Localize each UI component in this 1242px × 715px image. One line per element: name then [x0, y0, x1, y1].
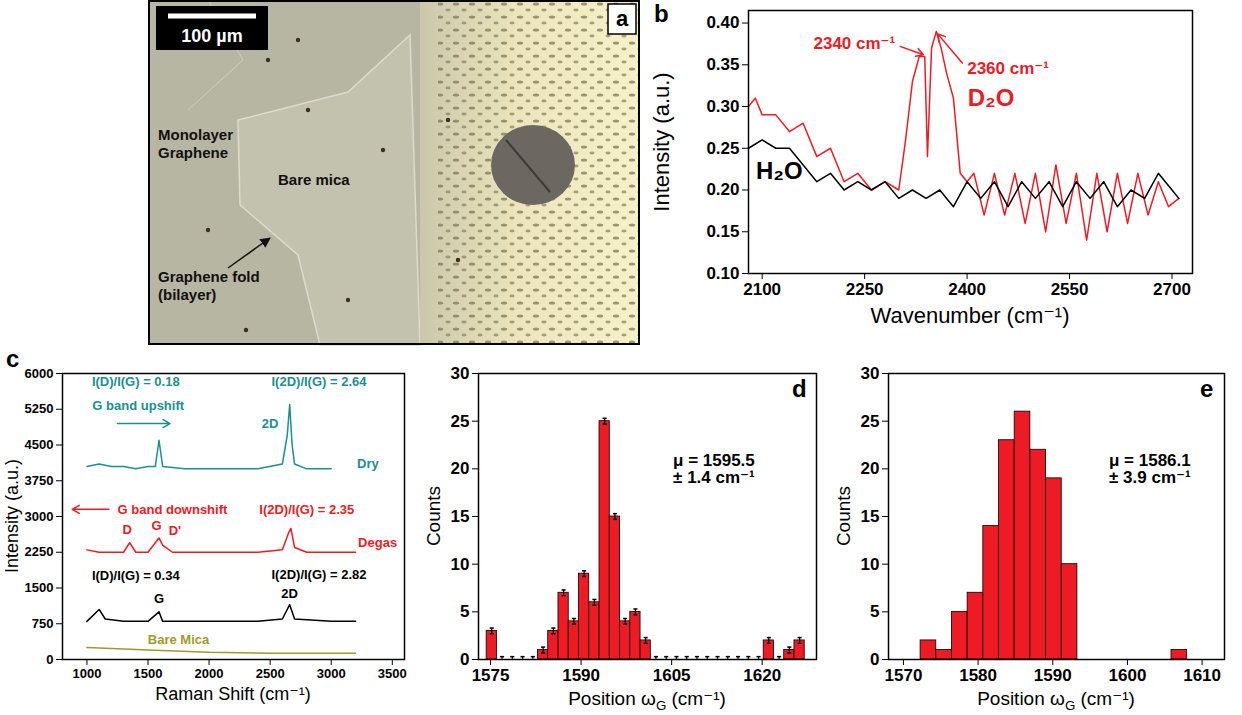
svg-text:0.20: 0.20 [706, 180, 739, 199]
svg-text:1590: 1590 [1034, 666, 1072, 685]
svg-text:15: 15 [861, 507, 880, 526]
svg-text:2340 cm⁻¹: 2340 cm⁻¹ [814, 34, 896, 53]
svg-text:I(2D)/I(G) = 2.82: I(2D)/I(G) = 2.82 [272, 567, 367, 582]
svg-text:0.25: 0.25 [706, 139, 739, 158]
svg-text:5: 5 [870, 602, 879, 621]
html-text:Intensity (a.u.): Intensity (a.u.) [649, 71, 674, 212]
svg-text:1590: 1590 [562, 666, 600, 685]
html-text:Counts: Counts [832, 485, 853, 547]
svg-text:0.10: 0.10 [706, 264, 739, 283]
svg-text:1600: 1600 [1109, 666, 1147, 685]
svg-text:I(D)/I(G) = 0.34: I(D)/I(G) = 0.34 [92, 568, 181, 583]
svg-text:4500: 4500 [25, 437, 54, 452]
svg-text:Dry: Dry [357, 456, 379, 471]
svg-text:5250: 5250 [25, 401, 54, 416]
svg-text:2D: 2D [281, 586, 298, 601]
html-text:b: b [654, 0, 669, 27]
svg-text:0.35: 0.35 [706, 55, 739, 74]
svg-text:2100: 2100 [743, 280, 781, 299]
svg-text:Bare mica: Bare mica [278, 171, 350, 188]
html-text:Intensity (a.u.): Intensity (a.u.) [2, 459, 22, 573]
svg-text:G: G [151, 518, 161, 533]
svg-text:Graphene: Graphene [158, 144, 228, 161]
svg-text:20: 20 [451, 459, 470, 478]
html-text:c: c [6, 345, 20, 372]
svg-text:750: 750 [32, 616, 54, 631]
svg-text:2250: 2250 [846, 280, 884, 299]
svg-text:1605: 1605 [653, 666, 691, 685]
svg-text:2360 cm⁻¹: 2360 cm⁻¹ [967, 59, 1049, 78]
svg-text:2000: 2000 [195, 666, 224, 681]
svg-text:15: 15 [451, 507, 470, 526]
svg-text:H₂O: H₂O [756, 157, 803, 184]
svg-text:0.15: 0.15 [706, 222, 739, 241]
svg-text:3500: 3500 [378, 666, 407, 681]
html-text:Raman Shift (cm⁻¹): Raman Shift (cm⁻¹) [155, 684, 311, 704]
svg-text:0: 0 [46, 652, 53, 667]
svg-text:2700: 2700 [1153, 280, 1191, 299]
svg-text:1580: 1580 [959, 666, 997, 685]
svg-text:G band upshift: G band upshift [92, 398, 184, 413]
html-text:Position ωG(cm⁻¹): Position ωG(cm⁻¹) [568, 688, 726, 713]
svg-text:2400: 2400 [948, 280, 986, 299]
svg-text:Bare Mica: Bare Mica [148, 632, 210, 647]
svg-text:D': D' [169, 523, 181, 538]
svg-text:0.30: 0.30 [706, 97, 739, 116]
svg-text:1500: 1500 [25, 580, 54, 595]
svg-text:30: 30 [861, 364, 880, 383]
svg-text:20: 20 [861, 459, 880, 478]
svg-text:0: 0 [460, 650, 469, 669]
html-text:Position ωG(cm⁻¹): Position ωG(cm⁻¹) [977, 688, 1135, 713]
svg-text:25: 25 [861, 412, 880, 431]
svg-text:Monolayer: Monolayer [158, 126, 233, 143]
svg-text:0: 0 [870, 650, 879, 669]
svg-text:25: 25 [451, 412, 470, 431]
svg-text:0.40: 0.40 [706, 13, 739, 32]
svg-text:I(2D)/I(G) = 2.64: I(2D)/I(G) = 2.64 [272, 374, 368, 389]
svg-text:2500: 2500 [256, 666, 285, 681]
svg-text:(bilayer): (bilayer) [158, 286, 216, 303]
svg-text:2D: 2D [262, 416, 279, 431]
svg-text:6000: 6000 [25, 366, 54, 381]
svg-text:D₂O: D₂O [968, 84, 1015, 111]
html-text:d: d [792, 375, 807, 402]
svg-text:10: 10 [861, 555, 880, 574]
svg-text:2550: 2550 [1051, 280, 1089, 299]
svg-text:30: 30 [451, 364, 470, 383]
svg-text:G: G [154, 591, 164, 606]
svg-text:1500: 1500 [134, 666, 163, 681]
svg-text:3000: 3000 [317, 666, 346, 681]
svg-text:100 µm: 100 µm [181, 26, 242, 46]
svg-text:10: 10 [451, 555, 470, 574]
svg-text:1620: 1620 [743, 666, 781, 685]
svg-text:1570: 1570 [885, 666, 923, 685]
svg-text:G band downshift: G band downshift [118, 502, 228, 517]
svg-text:3750: 3750 [25, 473, 54, 488]
svg-text:μ = 1586.1± 3.9 cm⁻¹: μ = 1586.1± 3.9 cm⁻¹ [1109, 451, 1191, 487]
svg-text:I(2D)/I(G) = 2.35: I(2D)/I(G) = 2.35 [259, 502, 354, 517]
svg-text:1610: 1610 [1183, 666, 1221, 685]
svg-text:Graphene fold: Graphene fold [158, 268, 260, 285]
svg-text:I(D)/I(G) = 0.18: I(D)/I(G) = 0.18 [92, 374, 180, 389]
svg-text:a: a [616, 6, 629, 31]
svg-text:1575: 1575 [472, 666, 510, 685]
svg-text:μ = 1595.5± 1.4 cm⁻¹: μ = 1595.5± 1.4 cm⁻¹ [673, 451, 755, 487]
svg-text:2250: 2250 [25, 544, 54, 559]
svg-text:D: D [123, 522, 132, 537]
html-text:Counts: Counts [422, 485, 443, 547]
svg-text:Degas: Degas [358, 535, 397, 550]
svg-text:3000: 3000 [25, 509, 54, 524]
html-text:Wavenumber (cm⁻¹): Wavenumber (cm⁻¹) [870, 303, 1070, 328]
svg-text:1000: 1000 [72, 666, 101, 681]
svg-text:5: 5 [460, 602, 469, 621]
html-text:e: e [1200, 375, 1214, 402]
